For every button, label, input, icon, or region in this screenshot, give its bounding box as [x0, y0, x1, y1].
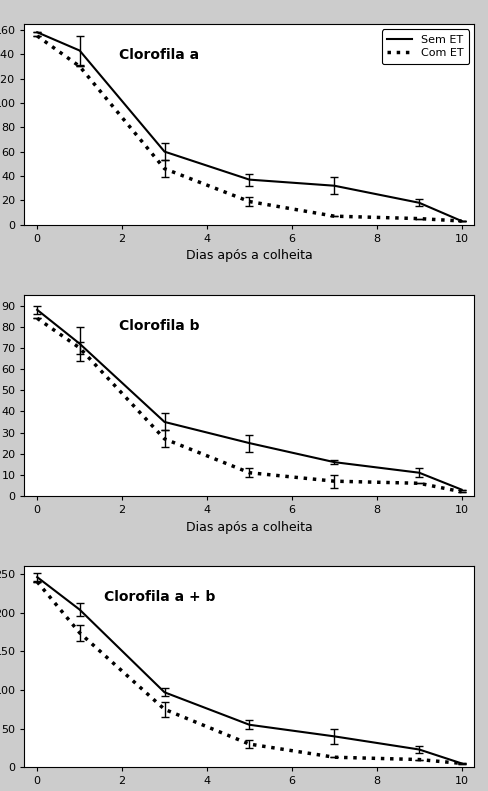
Text: Clorofila a + b: Clorofila a + b	[103, 590, 215, 604]
X-axis label: Dias após a colheita: Dias após a colheita	[185, 520, 312, 534]
Text: Clorofila b: Clorofila b	[119, 319, 199, 333]
Legend: Sem ET, Com ET: Sem ET, Com ET	[381, 29, 468, 64]
X-axis label: Dias após a colheita: Dias após a colheita	[185, 249, 312, 263]
Text: Clorofila a: Clorofila a	[119, 47, 199, 62]
